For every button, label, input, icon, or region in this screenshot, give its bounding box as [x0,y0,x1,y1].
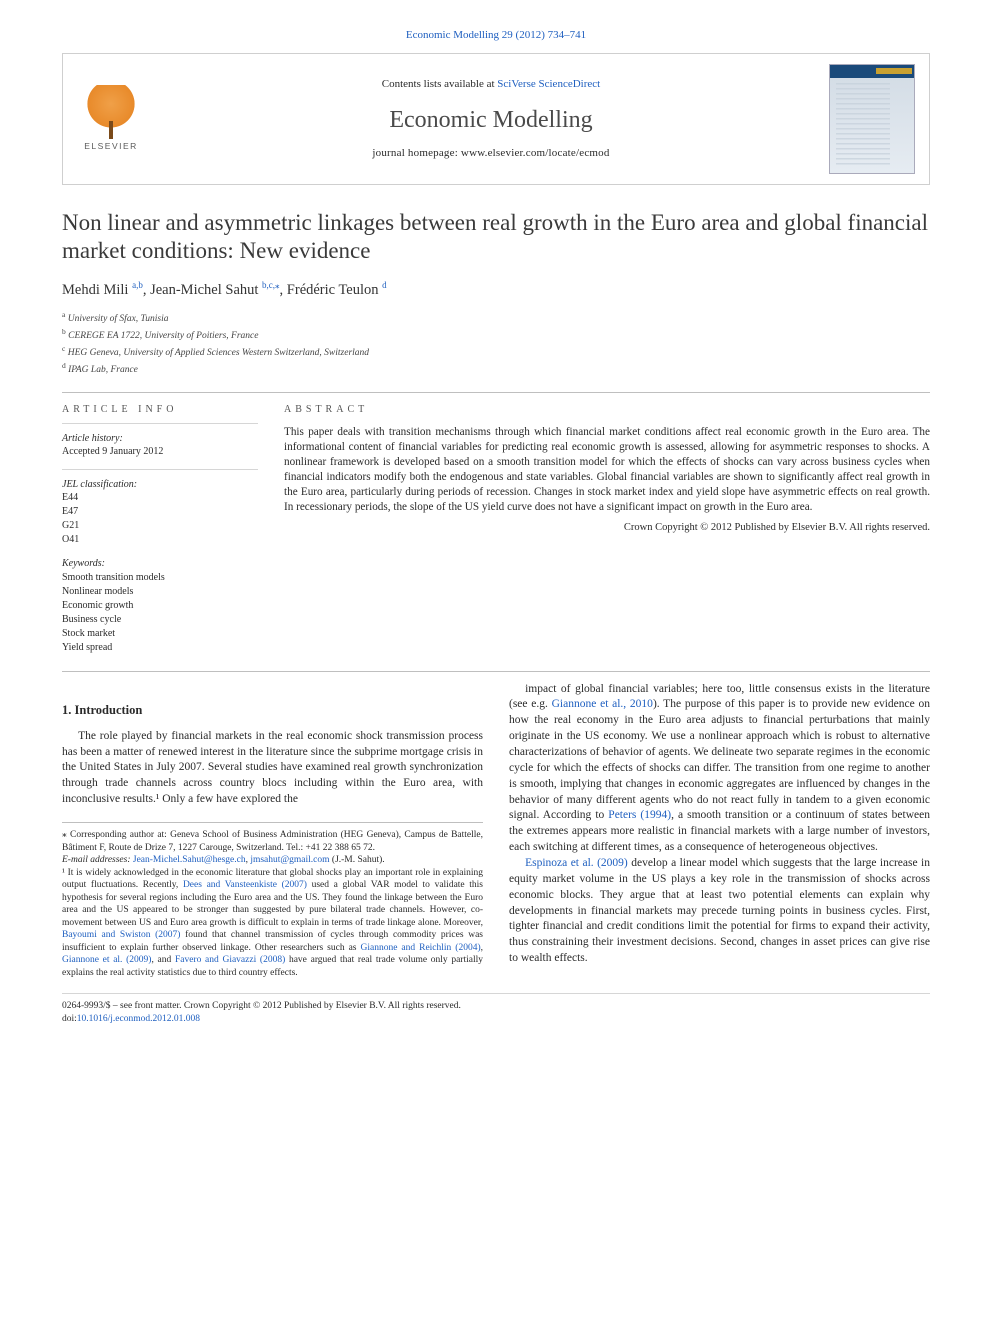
affiliation: b CEREGE EA 1722, University of Poitiers… [62,327,930,344]
keyword: Business cycle [62,613,258,627]
keyword: Nonlinear models [62,585,258,599]
affiliation: c HEG Geneva, University of Applied Scie… [62,344,930,361]
history-value: Accepted 9 January 2012 [62,445,258,459]
journal-cover-thumb [829,64,915,174]
abstract-text: This paper deals with transition mechani… [284,425,930,516]
email-link-2[interactable]: jmsahut@gmail.com [250,855,329,865]
article-history-block: Article history: Accepted 9 January 2012 [62,432,258,459]
citation-link[interactable]: Giannone and Reichlin (2004) [360,943,480,953]
jel-code: O41 [62,533,258,547]
jel-block: JEL classification: E44E47G21O41 [62,478,258,548]
doi-label: doi: [62,1014,77,1024]
journal-name: Economic Modelling [167,104,815,136]
section-1-head: 1. Introduction [62,702,483,719]
jel-code: E47 [62,505,258,519]
keyword: Yield spread [62,641,258,655]
jel-label: JEL classification: [62,478,258,492]
citation-link[interactable]: Peters (1994) [608,809,671,821]
citation-link[interactable]: Dees and Vansteenkiste (2007) [183,880,307,890]
keywords-list: Smooth transition modelsNonlinear models… [62,571,258,655]
article-title: Non linear and asymmetric linkages betwe… [62,209,930,265]
history-label: Article history: [62,432,258,446]
citation-link[interactable]: Giannone et al. (2009) [62,955,151,965]
corresponding-author-note: ⁎ Corresponding author at: Geneva School… [62,829,483,854]
info-abstract-row: ARTICLE INFO Article history: Accepted 9… [62,403,930,665]
email-line: E-mail addresses: Jean-Michel.Sahut@hesg… [62,854,483,867]
elsevier-logo: ELSEVIER [76,79,146,159]
author-list: Mehdi Mili a,b, Jean-Michel Sahut b,c,⁎,… [62,279,930,300]
keywords-label: Keywords: [62,557,258,571]
article-info-column: ARTICLE INFO Article history: Accepted 9… [62,403,258,665]
footer-bar: 0264-9993/$ – see front matter. Crown Co… [62,993,930,1026]
abstract-column: ABSTRACT This paper deals with transitio… [284,403,930,665]
body-paragraph: Espinoza et al. (2009) develop a linear … [509,856,930,967]
journal-homepage: journal homepage: www.elsevier.com/locat… [167,146,815,161]
banner-center: Contents lists available at SciVerse Sci… [167,77,815,161]
affiliation-list: a University of Sfax, Tunisiab CEREGE EA… [62,310,930,378]
citation-link[interactable]: Giannone et al., 2010 [552,698,653,710]
keyword: Smooth transition models [62,571,258,585]
jel-code: G21 [62,519,258,533]
keywords-block: Keywords: Smooth transition modelsNonlin… [62,557,258,655]
issn-copyright-line: 0264-9993/$ – see front matter. Crown Co… [62,1000,930,1013]
jel-list: E44E47G21O41 [62,491,258,547]
contents-prefix: Contents lists available at [382,78,497,90]
body-two-column: 1. Introduction The role played by finan… [62,682,930,980]
jel-code: E44 [62,491,258,505]
divider [62,392,930,393]
publisher-logo-block: ELSEVIER [69,79,153,159]
divider [62,671,930,672]
footnotes-block: ⁎ Corresponding author at: Geneva School… [62,822,483,979]
affiliation: d IPAG Lab, France [62,361,930,378]
divider [62,423,258,424]
body-paragraph: The role played by financial markets in … [62,729,483,808]
email-link-1[interactable]: Jean-Michel.Sahut@hesge.ch [133,855,246,865]
doi-line: doi:10.1016/j.econmod.2012.01.008 [62,1013,930,1026]
contents-available-line: Contents lists available at SciVerse Sci… [167,77,815,92]
elsevier-tree-icon [87,85,135,139]
body-paragraph: impact of global financial variables; he… [509,682,930,856]
citation-link[interactable]: Bayoumi and Swiston (2007) [62,930,180,940]
affiliation: a University of Sfax, Tunisia [62,310,930,327]
keyword: Economic growth [62,599,258,613]
article-info-head: ARTICLE INFO [62,403,258,417]
abstract-head: ABSTRACT [284,403,930,417]
email-owner: (J.-M. Sahut). [330,855,385,865]
divider [62,469,258,470]
keyword: Stock market [62,627,258,641]
doi-link[interactable]: 10.1016/j.econmod.2012.01.008 [77,1014,200,1024]
running-head: Economic Modelling 29 (2012) 734–741 [62,28,930,43]
running-head-link[interactable]: Economic Modelling 29 (2012) 734–741 [406,29,586,41]
publisher-name: ELSEVIER [84,141,138,152]
email-label: E-mail addresses: [62,855,133,865]
citation-link[interactable]: Espinoza et al. (2009) [525,857,628,869]
sciencedirect-link[interactable]: SciVerse ScienceDirect [497,78,600,90]
abstract-copyright: Crown Copyright © 2012 Published by Else… [284,521,930,535]
journal-banner: ELSEVIER Contents lists available at Sci… [62,53,930,185]
citation-link[interactable]: Favero and Giavazzi (2008) [175,955,285,965]
footnote-1: ¹ It is widely acknowledged in the econo… [62,867,483,980]
cover-image [829,64,915,174]
